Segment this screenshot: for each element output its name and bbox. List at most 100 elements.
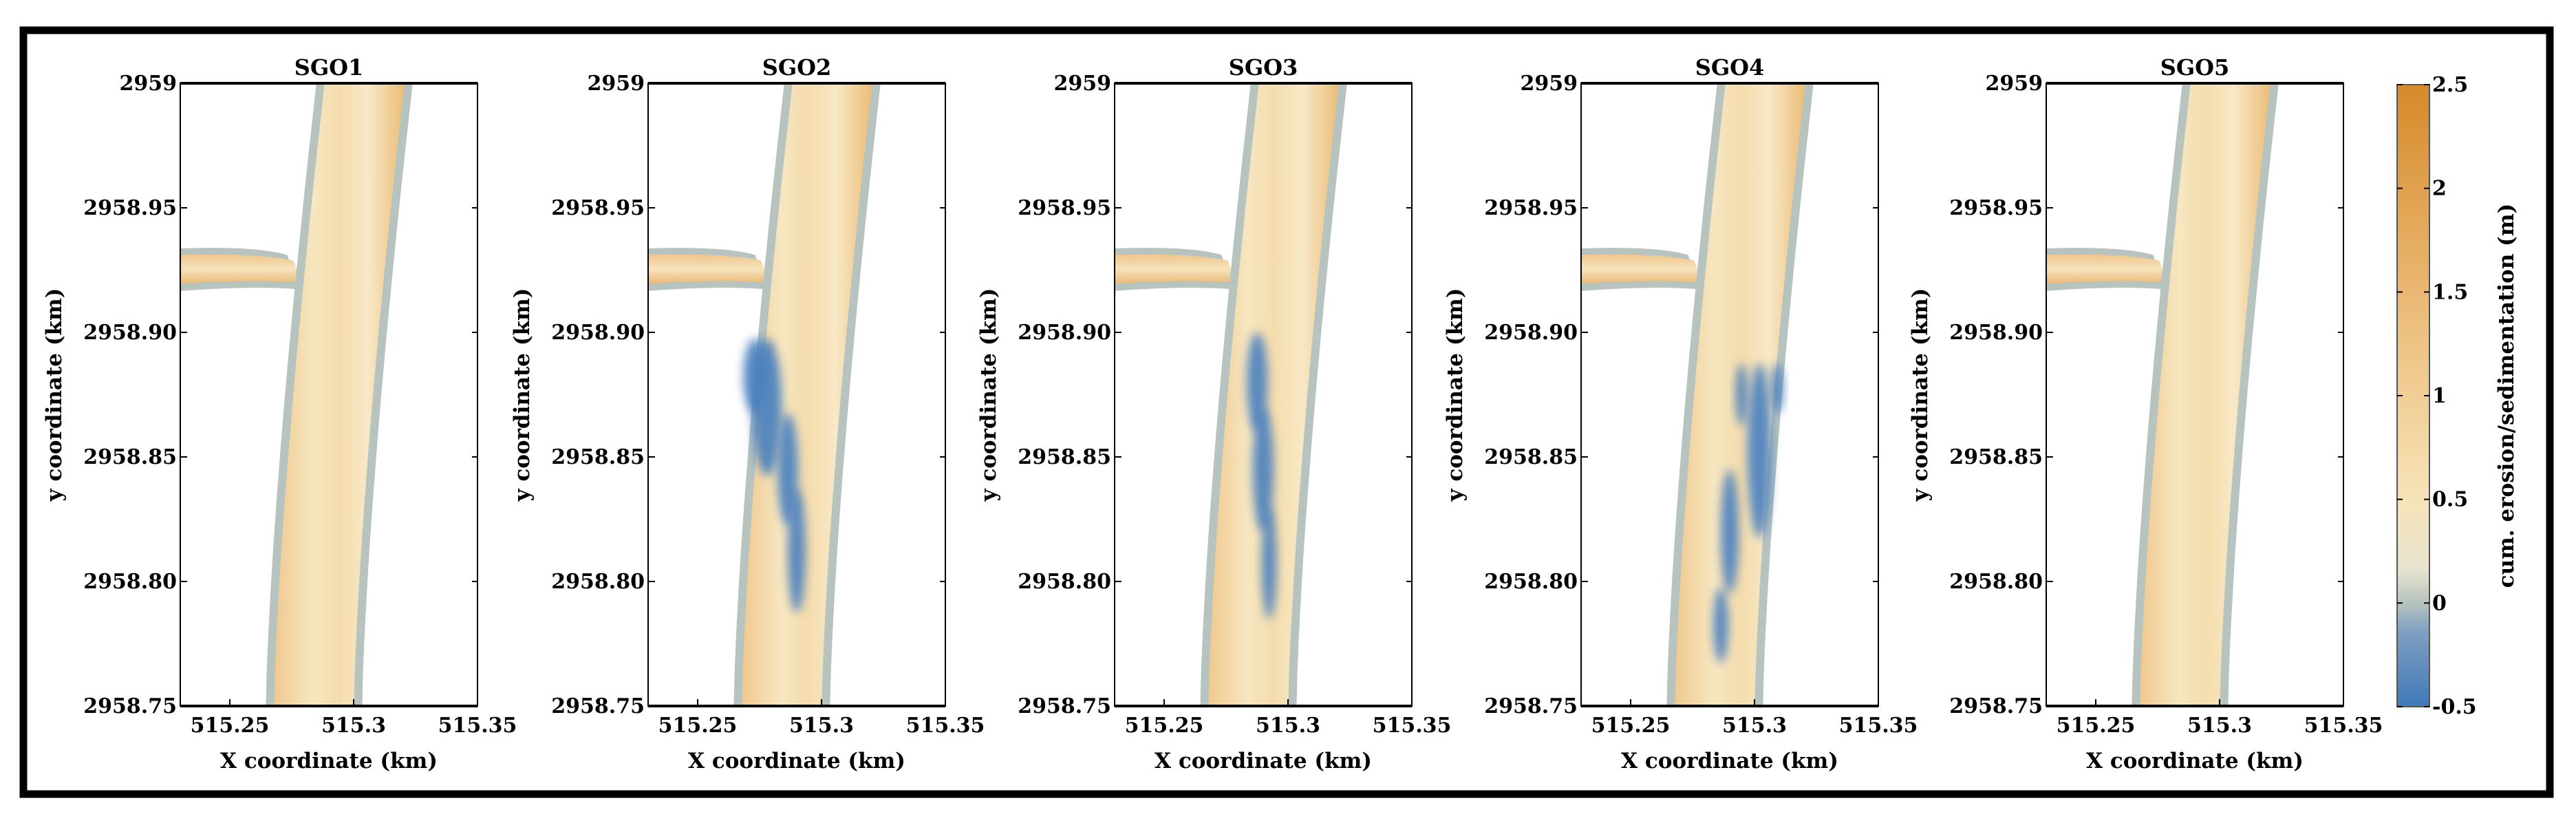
- y-tick-label: 2958.75: [551, 694, 645, 718]
- x-tick-label: 515.35: [2304, 714, 2383, 738]
- y-tick-label: 2958.85: [1484, 445, 1578, 469]
- x-tick-label: 515.35: [906, 714, 985, 738]
- y-tick-label: 2958.85: [83, 445, 177, 469]
- panel-3: SGO3 515.25 515.3 515.35 2959 2958.95 2958.90 2…: [976, 54, 1451, 773]
- x-tick-label: 515.3: [1256, 714, 1320, 738]
- panels: SGO1 515.25 515.3 515.35 2959 2958.95 2958.90 2…: [42, 54, 2383, 773]
- y-tick-label: 2958.75: [1018, 694, 1111, 718]
- y-tick-label: 2958.95: [1018, 196, 1111, 220]
- panel-1: SGO1 515.25 515.3 515.35 2959 2958.95 2958.90 2…: [42, 54, 517, 773]
- x-tick-label: 515.25: [191, 714, 270, 738]
- x-tick-label: 515.25: [658, 714, 738, 738]
- erosion-patch: [1747, 363, 1772, 538]
- y-tick-label: 2958.95: [83, 196, 177, 220]
- erosion-patch: [1771, 363, 1783, 414]
- colorbar: 2.5 2 1.5 1 0.5 0 -0.5 cum. erosion/sedimentat…: [2396, 73, 2519, 719]
- branch-channel: [2046, 254, 2169, 284]
- branch-channel: [180, 254, 303, 284]
- y-tick-label: 2958.80: [551, 570, 645, 594]
- colorbar-tick-label: 1: [2432, 384, 2447, 408]
- erosion-patch: [1252, 407, 1274, 532]
- plot-area-1: [180, 83, 477, 706]
- main-channel: [742, 83, 872, 706]
- x-axis-label: X coordinate (km): [220, 749, 438, 773]
- x-tick-label: 515.25: [1591, 714, 1671, 738]
- x-tick-label: 515.35: [1839, 714, 1918, 738]
- colorbar-tick-label: 2.5: [2432, 73, 2468, 97]
- x-axis-label: X coordinate (km): [1621, 749, 1838, 773]
- panel-4: SGO4 515.25 515.3 515.35 2959 2958.95 2958.90 2…: [1443, 54, 1918, 773]
- x-tick-label: 515.3: [789, 714, 854, 738]
- branch-channel: [648, 254, 771, 284]
- y-axis-label: y coordinate (km): [510, 288, 535, 502]
- x-tick-label: 515.35: [1373, 714, 1452, 738]
- plot-area-4: [1581, 83, 1878, 706]
- y-tick-label: 2959: [588, 72, 645, 96]
- y-axis-label: y coordinate (km): [1908, 288, 1933, 502]
- erosion-patch: [1721, 469, 1739, 595]
- y-tick-label: 2958.90: [551, 321, 645, 345]
- y-tick-label: 2958.90: [83, 321, 177, 345]
- panel-title: SGO3: [1229, 54, 1298, 81]
- panel-title: SGO5: [2160, 54, 2230, 81]
- y-tick-label: 2959: [1986, 72, 2043, 96]
- y-tick-label: 2959: [1054, 72, 1112, 96]
- x-tick-label: 515.25: [1125, 714, 1204, 738]
- panel-title: SGO1: [294, 54, 364, 81]
- plot-area-5: [2046, 83, 2343, 706]
- branch-channel: [1115, 254, 1237, 284]
- x-tick-label: 515.35: [438, 714, 517, 738]
- y-tick-label: 2959: [1521, 72, 1578, 96]
- y-tick-label: 2958.95: [1484, 196, 1578, 220]
- colorbar-tick-label: 0.5: [2432, 488, 2468, 512]
- y-tick-label: 2958.80: [1949, 570, 2043, 594]
- x-tick-label: 515.3: [1722, 714, 1787, 738]
- main-channel: [2140, 83, 2271, 706]
- y-tick-label: 2958.95: [551, 196, 645, 220]
- main-channel: [1208, 83, 1339, 706]
- panel-title: SGO2: [762, 54, 832, 81]
- erosion-patch: [1713, 588, 1728, 663]
- y-tick-label: 2958.85: [1949, 445, 2043, 469]
- y-tick-label: 2958.80: [1484, 570, 1578, 594]
- x-tick-label: 515.3: [321, 714, 386, 738]
- panel-5: SGO5 515.25 515.3 515.35 2959 2958.95 2958.90 2…: [1908, 54, 2383, 773]
- main-channel: [274, 83, 405, 706]
- y-tick-label: 2958.75: [1484, 694, 1578, 718]
- colorbar-label: cum. erosion/sedimentation (m): [2494, 204, 2519, 588]
- x-tick-label: 515.3: [2187, 714, 2252, 738]
- y-tick-label: 2958.85: [551, 445, 645, 469]
- panel-title: SGO4: [1695, 54, 1765, 81]
- x-axis-label: X coordinate (km): [1155, 749, 1372, 773]
- y-tick-label: 2958.80: [1018, 570, 1111, 594]
- erosion-patch: [743, 339, 767, 414]
- erosion-patch: [1247, 332, 1268, 432]
- y-tick-label: 2958.80: [83, 570, 177, 594]
- branch-channel: [1581, 254, 1704, 284]
- erosion-patch: [788, 488, 806, 613]
- colorbar-ticks: 2.5 2 1.5 1 0.5 0 -0.5: [2397, 73, 2477, 719]
- erosion-patch: [1261, 506, 1277, 619]
- x-tick-label: 515.25: [2057, 714, 2136, 738]
- colorbar-tick-label: 1.5: [2432, 280, 2468, 304]
- y-tick-label: 2958.75: [1949, 694, 2043, 718]
- plot-area-2: [648, 83, 945, 706]
- y-axis-label: y coordinate (km): [1443, 288, 1468, 502]
- y-axis-label: y coordinate (km): [976, 288, 1001, 502]
- x-axis-label: X coordinate (km): [688, 749, 905, 773]
- erosion-patch: [1735, 363, 1748, 426]
- colorbar-tick-label: 0: [2432, 591, 2447, 615]
- panel-2: SGO2 515.25 515.3 515.35 2959 2958.95 2958.90 2…: [510, 54, 985, 773]
- x-axis-label: X coordinate (km): [2086, 749, 2304, 773]
- plot-area-3: [1115, 83, 1412, 706]
- y-axis-label: y coordinate (km): [42, 288, 67, 502]
- y-tick-label: 2958.95: [1949, 196, 2043, 220]
- y-tick-label: 2958.85: [1018, 445, 1111, 469]
- y-tick-label: 2959: [120, 72, 178, 96]
- y-tick-label: 2958.75: [83, 694, 177, 718]
- colorbar-tick-label: 2: [2432, 177, 2447, 201]
- y-tick-label: 2958.90: [1949, 321, 2043, 345]
- colorbar-tick-label: -0.5: [2432, 695, 2477, 719]
- y-tick-label: 2958.90: [1018, 321, 1111, 345]
